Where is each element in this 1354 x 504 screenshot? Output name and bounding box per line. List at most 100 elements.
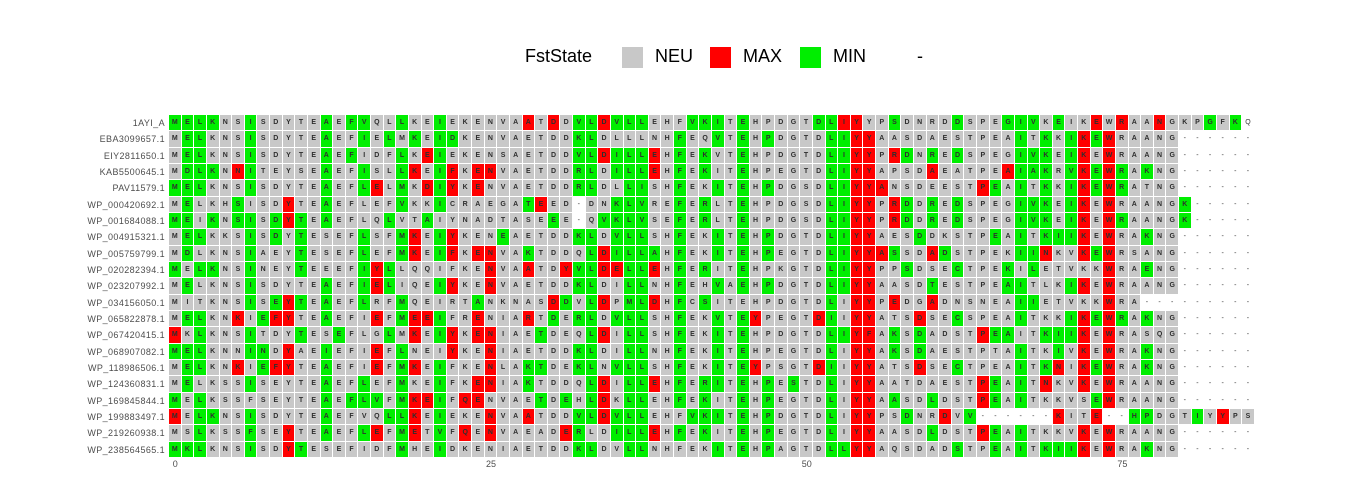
alignment-cell: L — [194, 245, 207, 262]
alignment-cell: L — [194, 180, 207, 197]
alignment-cell: D — [598, 392, 611, 409]
alignment-cell: A — [535, 425, 548, 442]
alignment-cell: D — [901, 408, 914, 426]
alignment-cell: E — [1090, 196, 1104, 213]
alignment-cell: S — [800, 180, 813, 197]
alignment-cell: Y — [282, 196, 296, 213]
alignment-cell: D — [446, 131, 460, 148]
alignment-cell: D — [901, 196, 914, 213]
alignment-cell: Y — [850, 310, 864, 328]
alignment-cell: E — [989, 180, 1003, 197]
alignment-cell: M — [169, 131, 182, 148]
alignment-cell: V — [497, 131, 510, 148]
alignment-cell: I — [1052, 229, 1066, 246]
alignment-cell: I — [711, 392, 725, 409]
alignment-cell: - — [1204, 212, 1217, 230]
alignment-cell: - — [1191, 196, 1205, 213]
alignment-cell: N — [484, 441, 498, 458]
alignment-cell: P — [762, 131, 775, 148]
alignment-cell: G — [787, 115, 801, 132]
alignment-cell: L — [636, 359, 649, 377]
alignment-cell: - — [1204, 376, 1217, 393]
alignment-cell: - — [1229, 343, 1243, 360]
alignment-cell: N — [219, 245, 233, 262]
alignment-cell: Y — [371, 261, 384, 279]
alignment-cell: L — [585, 376, 599, 393]
alignment-cell: - — [1229, 229, 1243, 246]
alignment-cell: K — [206, 147, 220, 164]
alignment-cell: E — [472, 441, 485, 458]
alignment-cell: A — [876, 245, 889, 262]
alignment-cell: R — [888, 147, 902, 164]
alignment-cell: E — [333, 376, 346, 393]
alignment-cell: K — [206, 229, 220, 246]
alignment-cell: N — [219, 115, 233, 132]
alignment-cell: A — [320, 180, 334, 197]
alignment-cell: Y — [863, 131, 876, 148]
alignment-cell: T — [800, 359, 813, 377]
alignment-cell: K — [1141, 359, 1154, 377]
alignment-cell: A — [320, 147, 334, 164]
alignment-cell: E — [307, 327, 321, 344]
alignment-cell: N — [1040, 376, 1053, 393]
alignment-cell: I — [711, 261, 725, 279]
alignment-cell: - — [1179, 147, 1192, 164]
alignment-cell: D — [913, 343, 927, 360]
alignment-cell: P — [762, 343, 775, 360]
alignment-cell: L — [194, 441, 207, 458]
alignment-cell: K — [206, 278, 220, 295]
alignment-cell: - — [1229, 376, 1243, 393]
alignment-cell: E — [472, 343, 485, 360]
alignment-cell: T — [535, 180, 548, 197]
alignment-cell: T — [800, 310, 813, 328]
alignment-cell: E — [307, 147, 321, 164]
alignment-cell: T — [295, 278, 308, 295]
alignment-cell: K — [573, 229, 586, 246]
alignment-cell: K — [699, 327, 712, 344]
sequence-label: WP_020282394.1 — [87, 264, 165, 275]
alignment-cell: K — [206, 359, 220, 377]
alignment-cell: P — [977, 261, 990, 279]
alignment-cell: G — [1166, 131, 1179, 148]
alignment-cell: I — [1065, 147, 1078, 164]
alignment-cell: I — [1014, 327, 1028, 344]
alignment-cell: - — [1191, 425, 1205, 442]
alignment-cell: Y — [282, 163, 296, 181]
alignment-cell: V — [1065, 294, 1078, 311]
alignment-cell: E — [989, 310, 1003, 328]
alignment-cell: E — [1090, 359, 1104, 377]
alignment-cell: M — [396, 327, 409, 344]
alignment-cell: D — [812, 376, 826, 393]
alignment-cell: D — [547, 245, 561, 262]
alignment-cell: E — [408, 310, 422, 328]
alignment-cell: Y — [749, 359, 763, 377]
alignment-cell: M — [396, 392, 409, 409]
alignment-cell: T — [964, 180, 977, 197]
alignment-cell: T — [800, 408, 813, 426]
alignment-cell: - — [1216, 212, 1230, 230]
alignment-cell: I — [244, 163, 258, 181]
alignment-cell: A — [876, 163, 889, 181]
alignment-cell: R — [1115, 229, 1129, 246]
alignment-cell: E — [333, 294, 346, 311]
alignment-cell: K — [206, 425, 220, 442]
alignment-cell: T — [1052, 261, 1066, 279]
alignment-cell: E — [522, 163, 536, 181]
alignment-cell: I — [434, 327, 447, 344]
alignment-cell: M — [169, 327, 182, 344]
alignment-cell: L — [194, 343, 207, 360]
alignment-cell: A — [1141, 196, 1154, 213]
alignment-cell: M — [623, 294, 637, 311]
alignment-cell: E — [1052, 115, 1066, 132]
alignment-cell: A — [876, 376, 889, 393]
alignment-cell: E — [737, 163, 750, 181]
alignment-cell: Y — [282, 408, 296, 426]
alignment-cell: T — [459, 294, 472, 311]
alignment-cell: P — [762, 212, 775, 230]
alignment-cell: E — [522, 180, 536, 197]
alignment-cell: M — [169, 278, 182, 295]
alignment-cell: S — [219, 376, 233, 393]
alignment-cell: D — [913, 278, 927, 295]
alignment-cell: I — [434, 294, 447, 311]
